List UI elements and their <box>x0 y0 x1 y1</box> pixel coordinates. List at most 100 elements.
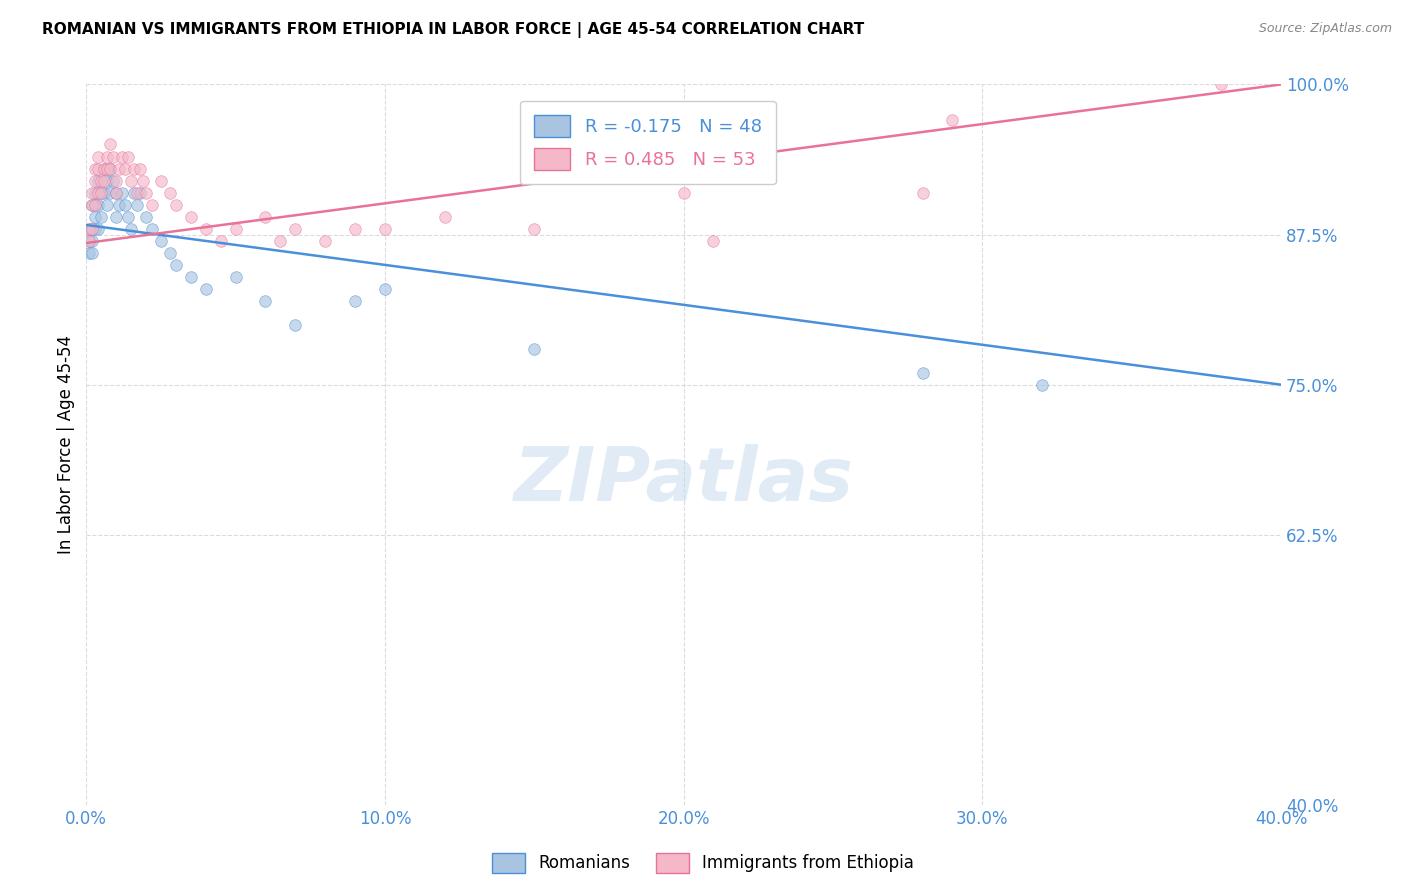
Point <box>105 186 128 200</box>
Point <box>374 221 396 235</box>
Point <box>284 318 307 332</box>
Point <box>141 221 163 235</box>
Point <box>84 173 107 187</box>
Point <box>122 161 145 176</box>
Point <box>77 234 100 248</box>
Point <box>1031 377 1053 392</box>
Point <box>269 234 291 248</box>
Point <box>159 245 181 260</box>
Point <box>96 149 118 163</box>
Point <box>125 186 148 200</box>
Point <box>93 161 115 176</box>
Point <box>90 186 112 200</box>
Point <box>82 197 104 211</box>
Point <box>108 197 131 211</box>
Point <box>523 221 546 235</box>
Point <box>180 210 202 224</box>
Point <box>87 161 110 176</box>
Point <box>82 221 104 235</box>
Point <box>374 282 396 296</box>
Point <box>194 282 217 296</box>
Point <box>105 186 128 200</box>
Point <box>101 173 124 187</box>
Point <box>96 161 118 176</box>
Point <box>114 197 136 211</box>
Point <box>96 197 118 211</box>
Point <box>87 149 110 163</box>
Text: ROMANIAN VS IMMIGRANTS FROM ETHIOPIA IN LABOR FORCE | AGE 45-54 CORRELATION CHAR: ROMANIAN VS IMMIGRANTS FROM ETHIOPIA IN … <box>42 22 865 38</box>
Point <box>82 197 104 211</box>
Point <box>105 173 128 187</box>
Point <box>98 137 121 152</box>
Point <box>77 245 100 260</box>
Point <box>96 173 118 187</box>
Point <box>129 186 152 200</box>
Point <box>159 186 181 200</box>
Point <box>702 234 724 248</box>
Point <box>111 149 134 163</box>
Point <box>87 186 110 200</box>
Point <box>87 221 110 235</box>
Point <box>672 186 695 200</box>
Point <box>111 186 134 200</box>
Point <box>225 269 247 284</box>
Point <box>98 161 121 176</box>
Point <box>125 197 148 211</box>
Point <box>90 210 112 224</box>
Point <box>98 186 121 200</box>
Point <box>87 173 110 187</box>
Point <box>87 197 110 211</box>
Point <box>84 221 107 235</box>
Point <box>82 221 104 235</box>
Legend: R = -0.175   N = 48, R = 0.485   N = 53: R = -0.175 N = 48, R = 0.485 N = 53 <box>520 101 776 185</box>
Text: Source: ZipAtlas.com: Source: ZipAtlas.com <box>1258 22 1392 36</box>
Point <box>225 221 247 235</box>
Point <box>98 161 121 176</box>
Point <box>77 221 100 235</box>
Point <box>135 210 157 224</box>
Point <box>132 173 155 187</box>
Point <box>108 161 131 176</box>
Point <box>93 186 115 200</box>
Point <box>165 258 187 272</box>
Point <box>82 234 104 248</box>
Point <box>117 149 139 163</box>
Point <box>149 234 172 248</box>
Point <box>77 234 100 248</box>
Point <box>77 221 100 235</box>
Point <box>344 293 367 308</box>
Point <box>82 186 104 200</box>
Point <box>254 293 277 308</box>
Point <box>254 210 277 224</box>
Point <box>433 210 456 224</box>
Point <box>523 342 546 356</box>
Point <box>941 113 963 128</box>
Point <box>82 245 104 260</box>
Point <box>120 173 142 187</box>
Point <box>129 161 152 176</box>
Point <box>90 186 112 200</box>
Point <box>84 210 107 224</box>
Point <box>911 186 934 200</box>
Point <box>284 221 307 235</box>
Point <box>314 234 336 248</box>
Point <box>141 197 163 211</box>
Point <box>120 221 142 235</box>
Point <box>117 210 139 224</box>
Point <box>114 161 136 176</box>
Y-axis label: In Labor Force | Age 45-54: In Labor Force | Age 45-54 <box>58 335 75 554</box>
Point <box>93 161 115 176</box>
Point <box>209 234 232 248</box>
Point <box>122 186 145 200</box>
Point <box>344 221 367 235</box>
Point <box>1211 78 1233 92</box>
Point <box>90 173 112 187</box>
Text: ZIPatlas: ZIPatlas <box>513 444 853 517</box>
Point <box>165 197 187 211</box>
Point <box>180 269 202 284</box>
Point <box>84 197 107 211</box>
Point <box>105 210 128 224</box>
Point <box>93 173 115 187</box>
Point <box>149 173 172 187</box>
Point <box>84 161 107 176</box>
